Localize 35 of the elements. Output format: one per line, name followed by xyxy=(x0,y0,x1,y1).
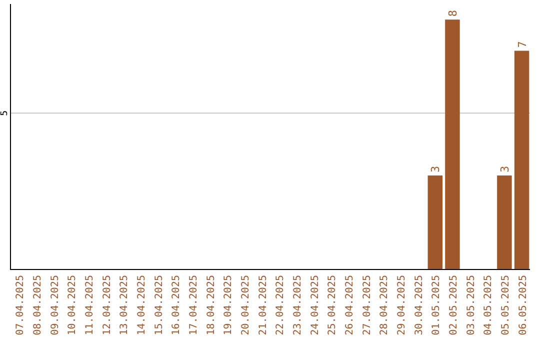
x-tick-label: 10.04.2025 xyxy=(67,275,78,336)
x-tick-label: 11.04.2025 xyxy=(84,275,96,336)
x-tick-label: 30.04.2025 xyxy=(414,275,425,336)
x-tick-label: 09.04.2025 xyxy=(50,275,61,336)
x-tick-label: 21.04.2025 xyxy=(258,275,269,336)
x-tick-label: 13.04.2025 xyxy=(119,275,130,336)
x-tick-label: 22.04.2025 xyxy=(275,275,286,336)
x-tick-label: 01.05.2025 xyxy=(431,275,442,336)
x-tick-label: 08.04.2025 xyxy=(32,275,44,336)
x-tick-label: 16.04.2025 xyxy=(171,275,182,336)
x-tick-label: 14.04.2025 xyxy=(136,275,148,336)
x-tick-label: 02.05.2025 xyxy=(448,275,460,336)
x-tick-label: 05.05.2025 xyxy=(500,275,512,336)
x-tick-label: 24.04.2025 xyxy=(310,275,321,336)
x-tick-label: 18.04.2025 xyxy=(206,275,217,336)
x-tick-label: 23.04.2025 xyxy=(292,275,304,336)
x-tick-label: 12.04.2025 xyxy=(102,275,113,336)
x-tick-label: 17.04.2025 xyxy=(188,275,200,336)
y-tick-label: 5 xyxy=(0,110,10,116)
x-tick-label: 03.05.2025 xyxy=(466,275,477,336)
x-tick-label: 15.04.2025 xyxy=(154,275,165,336)
x-tick-label: 26.04.2025 xyxy=(344,275,356,336)
data-label: 8 xyxy=(446,10,460,17)
x-tick-label: 06.05.2025 xyxy=(518,275,529,336)
data-label: 3 xyxy=(429,166,442,172)
x-tick-label: 29.04.2025 xyxy=(396,275,408,336)
data-label: 3 xyxy=(498,166,512,172)
data-label: 7 xyxy=(516,41,529,48)
x-tick-label: 28.04.2025 xyxy=(379,275,390,336)
x-tick-label: 04.05.2025 xyxy=(483,275,494,336)
x-tick-label: 07.04.2025 xyxy=(15,275,26,336)
x-tick-label: 25.04.2025 xyxy=(327,275,338,336)
x-tick-label: 20.04.2025 xyxy=(240,275,252,336)
x-tick-label: 19.04.2025 xyxy=(223,275,234,336)
x-tick-label: 27.04.2025 xyxy=(362,275,373,336)
